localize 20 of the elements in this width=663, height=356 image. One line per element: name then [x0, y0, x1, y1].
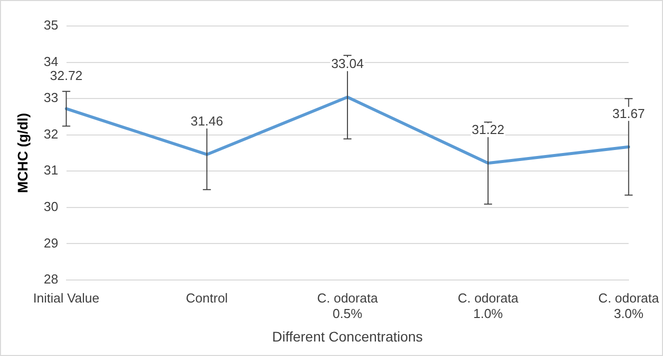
y-tick-label: 31 [44, 162, 58, 178]
x-tick-label: Control [186, 290, 228, 306]
y-tick-label: 35 [44, 18, 58, 33]
y-tick-label: 33 [44, 90, 58, 106]
x-tick-label: C. odorata 1.0% [458, 290, 520, 321]
x-tick-label: C. odorata 3.0% [598, 290, 660, 321]
x-axis-title: Different Concentrations [272, 328, 423, 344]
data-label: 33.04 [331, 56, 364, 72]
y-tick-label: 29 [44, 235, 58, 250]
data-label: 31.67 [612, 106, 645, 121]
x-tick-label: C. odorata 0.5% [317, 290, 379, 321]
x-tick-label: Initial Value [33, 290, 100, 306]
y-tick-label: 28 [44, 272, 58, 287]
y-tick-label: 34 [44, 54, 58, 69]
data-label: 31.22 [472, 122, 504, 138]
y-axis-title: MCHC (g/dl) [14, 112, 30, 194]
y-tick-label: 32 [44, 126, 58, 142]
data-label: 32.72 [50, 68, 83, 83]
y-tick-label: 30 [44, 199, 58, 214]
data-label: 31.46 [190, 114, 224, 129]
